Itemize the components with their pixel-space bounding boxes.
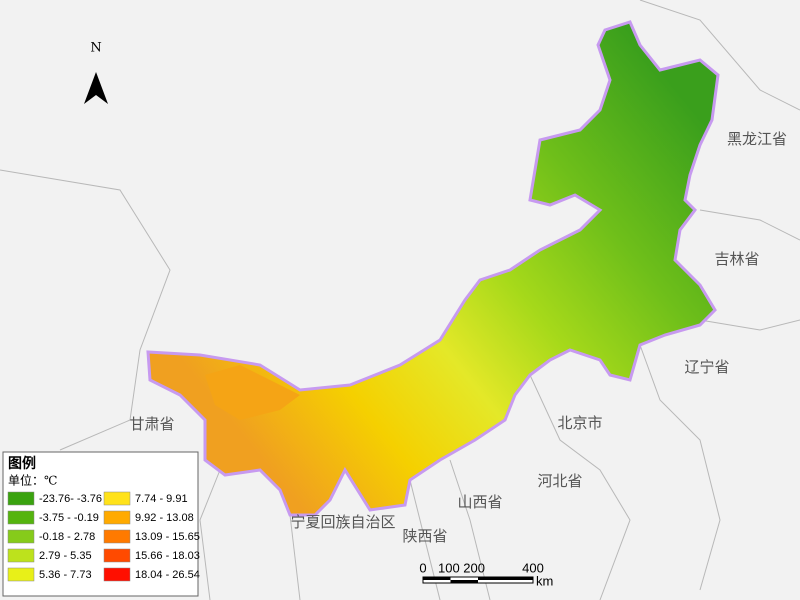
legend-swatch	[103, 491, 131, 506]
north-arrow	[84, 72, 108, 104]
legend-label: -0.18 - 2.78	[39, 531, 95, 543]
legend-swatch	[7, 491, 35, 506]
province-label: 陕西省	[402, 527, 447, 545]
scale-unit: km	[536, 573, 553, 588]
legend-label: 7.74 - 9.91	[135, 493, 188, 505]
legend-swatch	[103, 510, 131, 525]
province-label: 吉林省	[714, 250, 759, 268]
province-label: 宁夏回族自治区	[290, 513, 395, 531]
province-label: 黑龙江省	[727, 130, 787, 148]
scale-bar-seg	[478, 577, 533, 580]
province-label: 甘肃省	[129, 415, 174, 433]
warm-zone	[205, 365, 300, 420]
legend-swatch	[7, 548, 35, 563]
legend-swatch	[7, 567, 35, 582]
province-label: 河北省	[537, 472, 582, 490]
scale-bar-seg	[450, 580, 478, 583]
province-label: 北京市	[557, 414, 602, 432]
legend-swatch	[7, 510, 35, 525]
legend-label: 13.09 - 15.65	[135, 531, 200, 543]
legend-label: 5.36 - 7.73	[39, 569, 92, 581]
scale-label: 400	[522, 560, 544, 575]
scale-bar-seg	[423, 577, 451, 580]
legend-title: 图例	[8, 455, 36, 472]
legend-label: 2.79 - 5.35	[39, 550, 92, 562]
province-label: 辽宁省	[684, 358, 729, 376]
legend-label: 18.04 - 26.54	[135, 569, 200, 581]
scale-label: 0	[419, 560, 426, 575]
legend-unit: 单位：℃	[8, 473, 57, 488]
province-label: 山西省	[457, 493, 502, 511]
legend	[2, 451, 199, 597]
legend-label: 15.66 - 18.03	[135, 550, 200, 562]
legend-swatch	[7, 529, 35, 544]
legend-label: 9.92 - 13.08	[135, 512, 194, 524]
legend-swatch	[103, 529, 131, 544]
legend-label: -23.76- -3.76	[39, 493, 102, 505]
north-label: N	[90, 41, 101, 56]
legend-swatch	[103, 567, 131, 582]
legend-label: -3.75 - -0.19	[39, 512, 99, 524]
legend-swatch	[103, 548, 131, 563]
scale-label: 100 200	[438, 560, 485, 575]
